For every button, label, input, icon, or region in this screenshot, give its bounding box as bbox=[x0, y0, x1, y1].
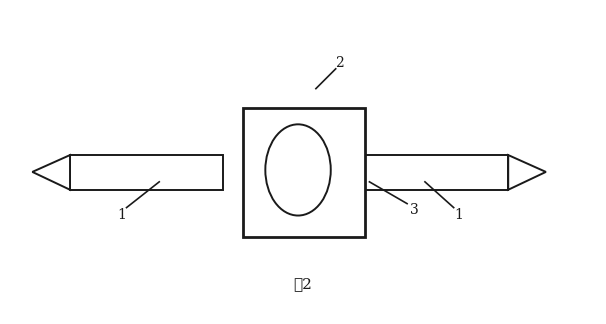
Bar bbox=[316, 155, 508, 190]
Polygon shape bbox=[32, 155, 70, 190]
Text: 3: 3 bbox=[410, 202, 418, 216]
Text: 1: 1 bbox=[454, 208, 463, 222]
Text: 图2: 图2 bbox=[293, 277, 313, 291]
Bar bbox=[70, 155, 222, 190]
Ellipse shape bbox=[265, 124, 331, 215]
Text: 2: 2 bbox=[335, 56, 344, 70]
Bar bbox=[242, 109, 365, 237]
Text: 1: 1 bbox=[117, 208, 126, 222]
Polygon shape bbox=[508, 155, 546, 190]
